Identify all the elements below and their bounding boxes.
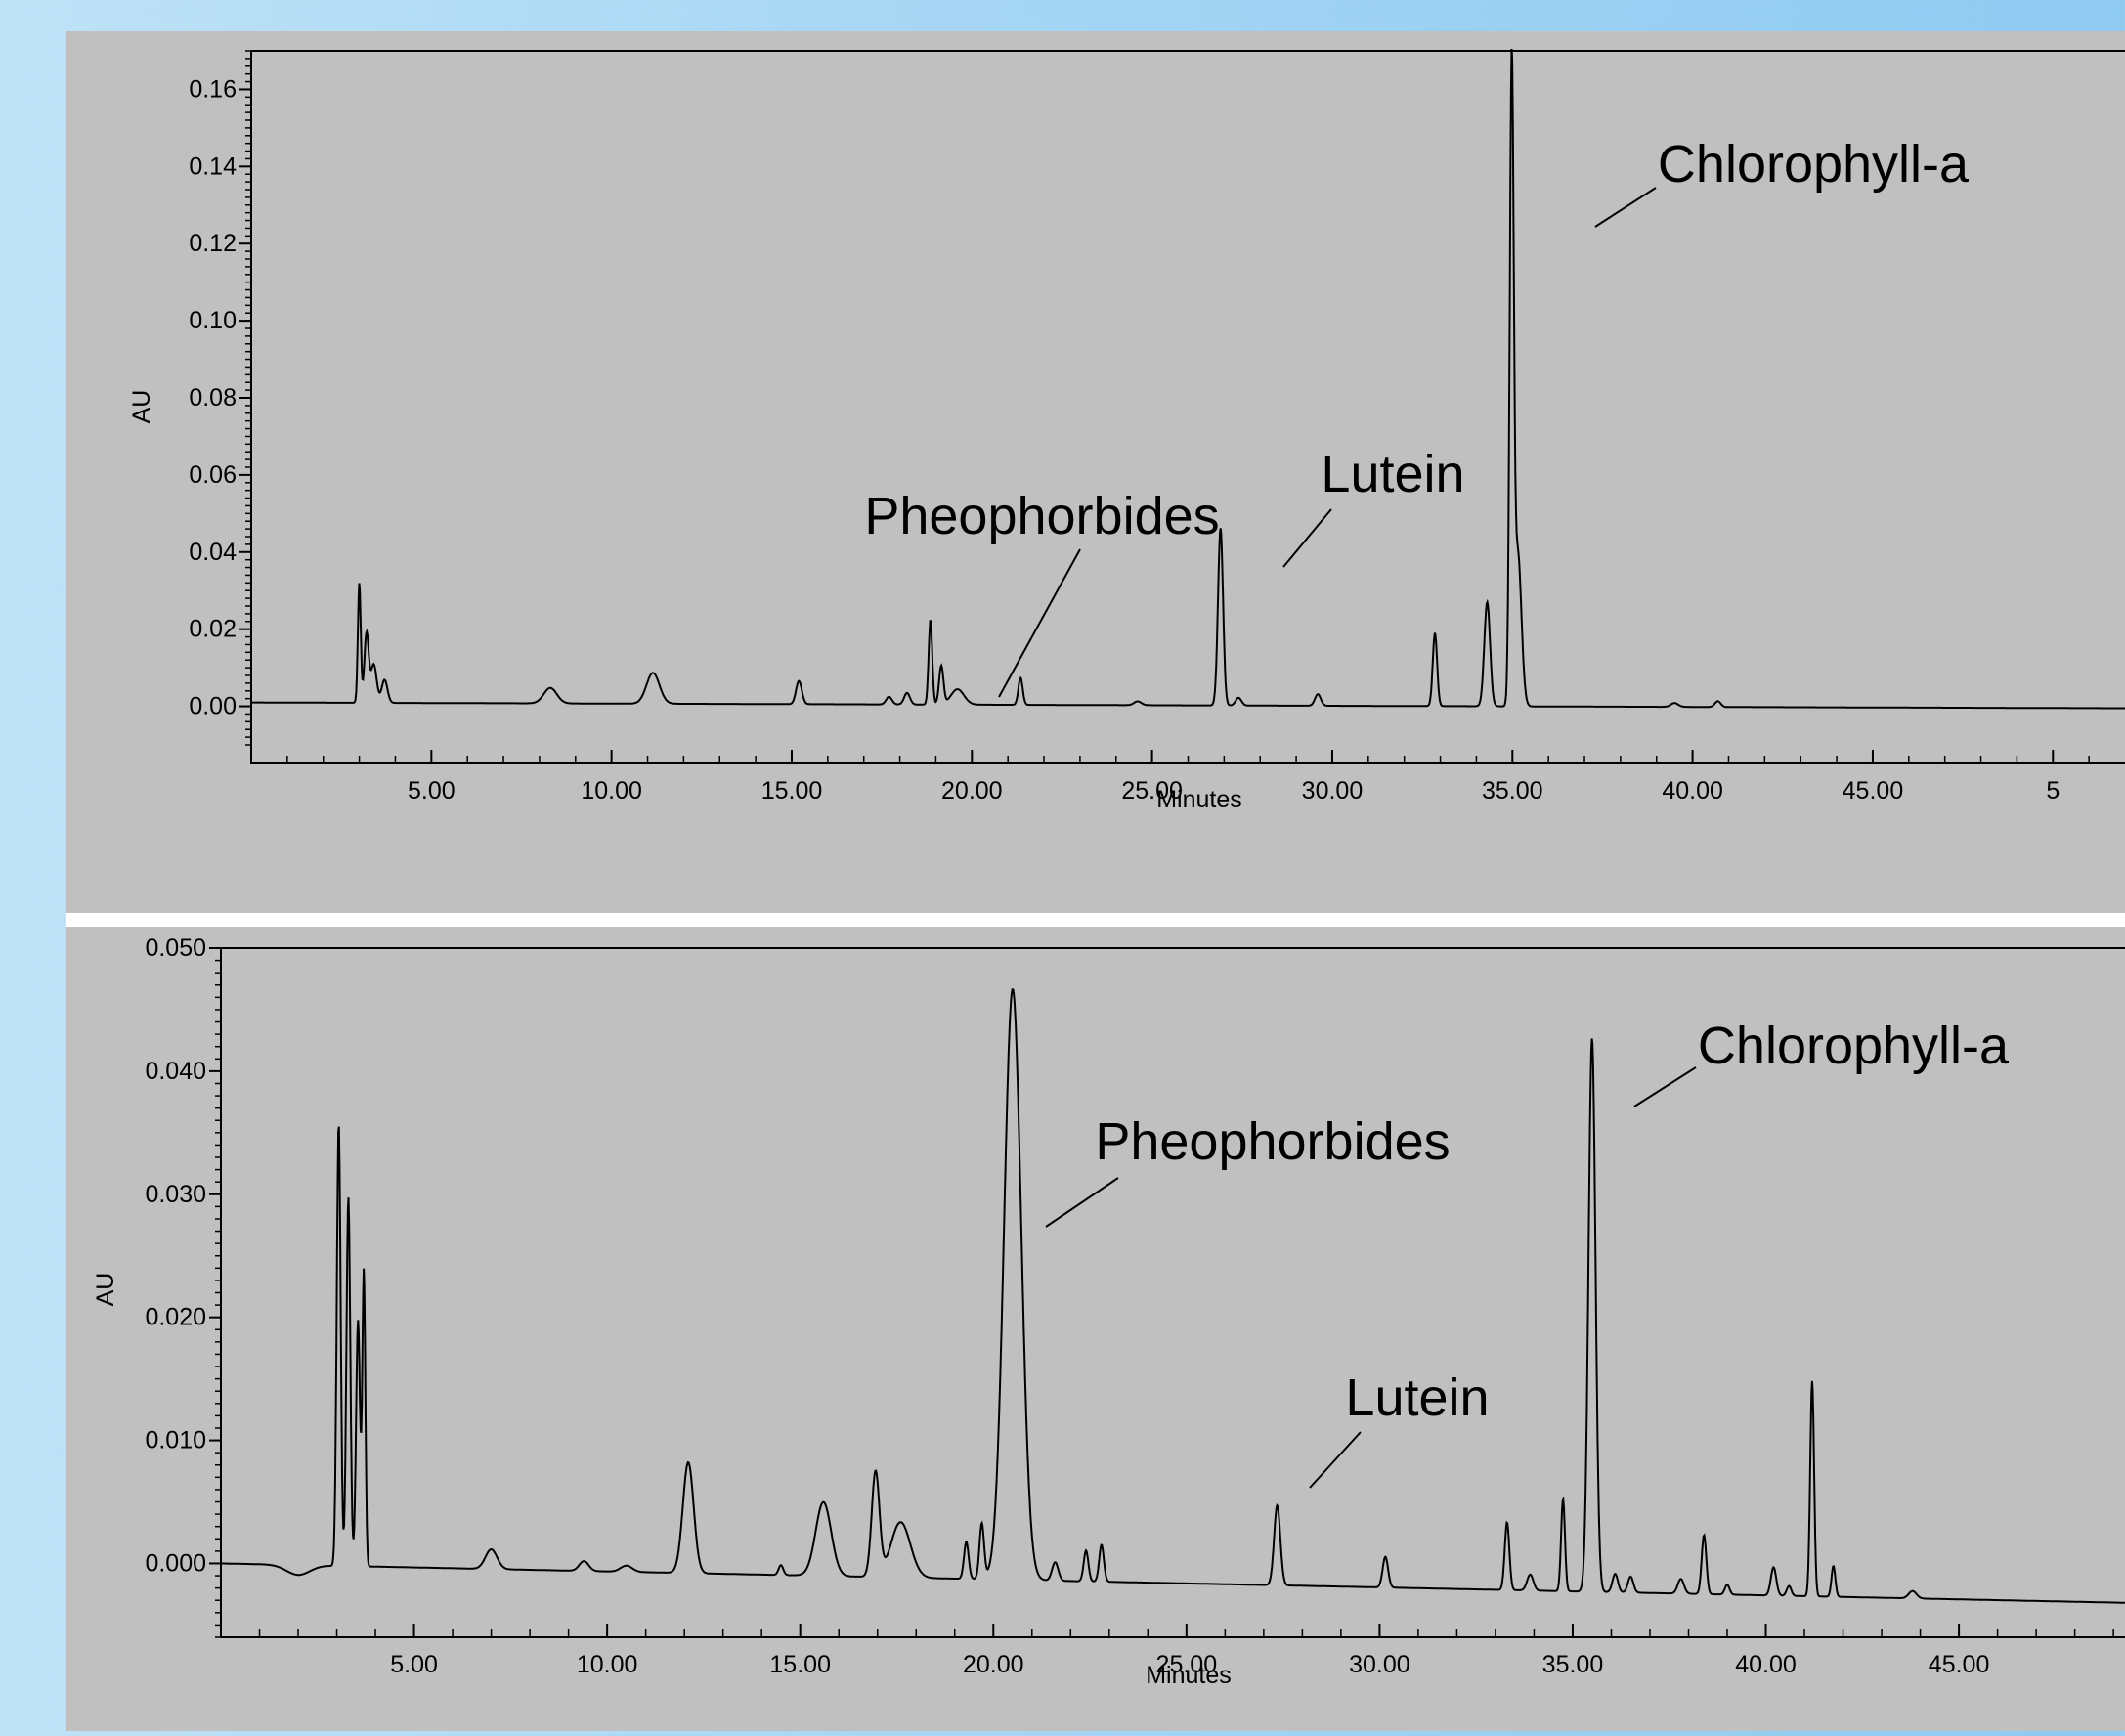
x-tick-label: 5.00: [390, 1651, 438, 1678]
x-tick-label: 30.00: [1349, 1651, 1410, 1678]
chromatogram-trace: [251, 49, 2125, 710]
annotation-label: Lutein: [1345, 1368, 1489, 1427]
annotation-label: Chlorophyll-a: [1658, 135, 1970, 194]
x-tick-label: 15.00: [769, 1651, 831, 1678]
y-tick-label: 0.06: [189, 461, 237, 489]
x-tick-label: 5: [2046, 777, 2060, 804]
y-tick-label: 0.030: [145, 1181, 206, 1208]
annotation-label: Pheophorbides: [864, 487, 1219, 545]
x-tick-label: 45.00: [1929, 1651, 1990, 1678]
x-tick-label: 35.00: [1482, 777, 1543, 804]
y-tick-label: 0.00: [189, 693, 237, 720]
top-panel-background: [66, 31, 2125, 913]
x-tick-label: 25.00: [1121, 777, 1183, 804]
x-tick-label: 40.00: [1662, 777, 1723, 804]
y-tick-label: 0.02: [189, 616, 237, 643]
y-tick-label: 0.10: [189, 307, 237, 334]
chromatogram-trace: [221, 988, 2125, 1604]
x-tick-label: 45.00: [1843, 777, 1904, 804]
y-tick-label: 0.16: [189, 75, 237, 103]
annotation-leader: [1633, 1066, 1697, 1107]
x-tick-label: 30.00: [1302, 777, 1364, 804]
y-tick-label: 0.050: [145, 934, 206, 962]
x-tick-label: 10.00: [581, 777, 642, 804]
y-tick-label: 0.14: [189, 152, 237, 180]
annotation-label: Chlorophyll-a: [1698, 1017, 2010, 1075]
bottom-panel-background: [66, 927, 2125, 1731]
y-tick-label: 0.000: [145, 1549, 206, 1577]
y-tick-label: 0.010: [145, 1427, 206, 1454]
annotation-leader: [1309, 1431, 1362, 1489]
x-tick-label: 35.00: [1542, 1651, 1604, 1678]
y-tick-label: 0.040: [145, 1058, 206, 1085]
top-chromatogram: 0.00 0.02 0.04 0.06 0.08 0.10 0.12 0.14 0.16 5.00…: [128, 49, 2125, 813]
x-tick-label: 25.00: [1156, 1651, 1218, 1678]
annotation-label: Lutein: [1321, 445, 1464, 503]
x-axis-title: Minutes: [1146, 1662, 1232, 1689]
x-tick-label: 40.00: [1735, 1651, 1797, 1678]
annotation-leader: [1045, 1177, 1119, 1228]
annotation-leader: [1594, 187, 1657, 228]
x-tick-label: 10.00: [577, 1651, 638, 1678]
annotation-label: Pheophorbides: [1095, 1112, 1450, 1171]
x-axis-title: Minutes: [1156, 786, 1242, 813]
annotation-leader: [1282, 508, 1332, 568]
bottom-chromatogram: 0.000 0.010 0.020 0.030 0.040 0.050 5.00 10.00 1…: [92, 934, 2125, 1689]
x-tick-label: 5.00: [408, 777, 455, 804]
y-tick-label: 0.12: [189, 230, 237, 257]
panel-separator: [66, 913, 2125, 927]
x-tick-label: 15.00: [761, 777, 823, 804]
y-tick-label: 0.08: [189, 384, 237, 412]
x-tick-label: 20.00: [963, 1651, 1024, 1678]
y-axis-title: AU: [92, 1273, 119, 1307]
y-axis-title: AU: [128, 390, 155, 424]
x-tick-label: 20.00: [941, 777, 1003, 804]
annotation-leader: [998, 548, 1081, 698]
y-tick-label: 0.04: [189, 539, 237, 566]
y-tick-label: 0.020: [145, 1304, 206, 1331]
